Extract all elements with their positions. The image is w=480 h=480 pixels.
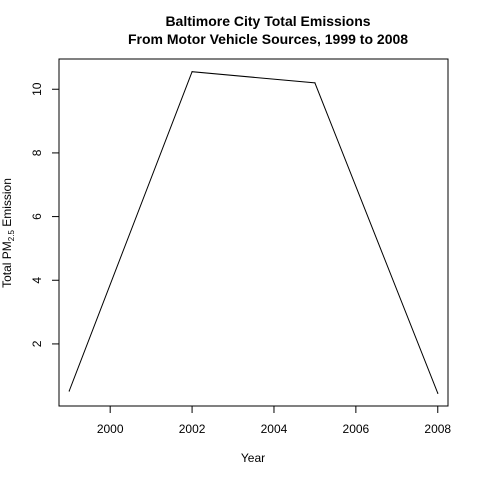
y-tick-label-6: 6	[30, 213, 44, 220]
chart-subtitle: From Motor Vehicle Sources, 1999 to 2008	[128, 31, 408, 47]
x-axis-label: Year	[241, 451, 265, 465]
x-axis: 2000 2002 2004 2006 2008	[97, 405, 451, 436]
x-tick-label-2000: 2000	[97, 422, 124, 436]
y-axis: 2 4 6 8 10	[30, 82, 60, 347]
x-tick-label-2008: 2008	[424, 422, 451, 436]
chart-title: Baltimore City Total Emissions	[165, 13, 370, 29]
data-point-1999	[68, 390, 70, 392]
data-point-2002	[191, 71, 193, 73]
y-tick-label-4: 4	[30, 277, 44, 284]
y-axis-label-subscript: 2.5	[7, 230, 16, 242]
y-axis-label-prefix: Total PM	[0, 241, 14, 288]
y-axis-label: Total PM2.5 Emission	[0, 178, 16, 288]
y-tick-label-2: 2	[30, 340, 44, 347]
x-tick-label-2006: 2006	[343, 422, 370, 436]
x-tick-label-2002: 2002	[179, 422, 206, 436]
y-tick-label-10: 10	[30, 82, 44, 96]
series-line-0	[68, 71, 439, 394]
x-tick-label-2004: 2004	[261, 422, 288, 436]
series-layer	[68, 71, 439, 394]
data-point-2005	[314, 82, 316, 84]
y-tick-label-8: 8	[30, 149, 44, 156]
y-axis-label-suffix: Emission	[0, 178, 14, 230]
data-point-2008	[437, 392, 439, 394]
